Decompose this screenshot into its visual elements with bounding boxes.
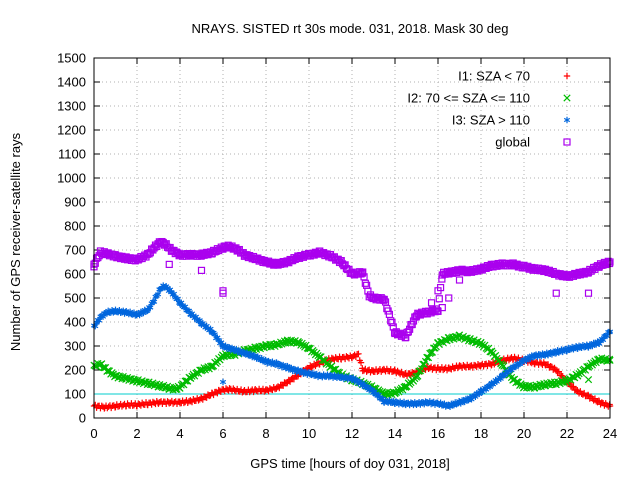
legend-label: global — [495, 135, 530, 150]
x-axis-label: GPS time [hours of doy 031, 2018] — [250, 456, 449, 471]
series-2 — [90, 282, 614, 411]
data-point — [604, 257, 612, 265]
outlier-point — [219, 378, 227, 386]
data-point — [570, 383, 577, 390]
data-point — [555, 368, 563, 375]
y-tick-label: 0 — [79, 411, 86, 426]
y-tick-label: 1500 — [57, 51, 86, 66]
data-point — [316, 353, 324, 361]
data-point — [428, 348, 437, 356]
legend-marker — [563, 138, 571, 146]
data-point — [182, 377, 191, 385]
data-point — [434, 307, 442, 315]
data-point — [547, 363, 554, 370]
outlier-point — [219, 289, 227, 297]
data-point — [154, 291, 162, 298]
y-tick-label: 1200 — [57, 123, 86, 138]
y-tick-label: 1400 — [57, 75, 86, 90]
x-tick-label: 4 — [176, 426, 183, 441]
y-tick-label: 300 — [64, 339, 86, 354]
data-point — [355, 350, 362, 357]
axis-ticks: 0100200300400500600700800900100011001200… — [57, 51, 617, 442]
data-point — [388, 318, 396, 327]
data-point — [559, 372, 566, 380]
outlier-point — [427, 299, 436, 307]
x-tick-label: 12 — [345, 426, 359, 441]
outlier-point — [455, 276, 464, 284]
legend-marker — [563, 116, 571, 124]
legend-label: I3: SZA > 110 — [452, 113, 530, 128]
data-point — [308, 364, 315, 371]
data-point — [151, 298, 158, 305]
x-tick-label: 22 — [560, 426, 574, 441]
outlier-point — [584, 289, 593, 297]
data-point — [558, 372, 565, 379]
legend-label: I2: 70 <= SZA <= 110 — [407, 91, 530, 106]
x-tick-label: 10 — [302, 426, 316, 441]
y-tick-label: 200 — [64, 363, 86, 378]
outlier-point — [445, 294, 453, 302]
legend-label: I1: SZA < 70 — [458, 69, 530, 84]
y-axis-label: Number of GPS receiver-satellite rays — [8, 132, 23, 351]
y-tick-label: 400 — [64, 315, 86, 330]
x-tick-label: 8 — [262, 426, 269, 441]
x-tick-label: 16 — [431, 426, 445, 441]
y-tick-label: 600 — [64, 267, 86, 282]
x-tick-label: 14 — [388, 426, 402, 441]
x-tick-label: 20 — [517, 426, 531, 441]
outlier-point — [552, 289, 560, 297]
x-tick-label: 24 — [603, 426, 617, 441]
y-tick-label: 1300 — [57, 99, 86, 114]
data-point — [418, 365, 426, 373]
y-tick-label: 900 — [64, 195, 86, 210]
outlier-point — [197, 266, 206, 274]
data-point — [568, 373, 576, 381]
data-point — [100, 364, 108, 372]
y-tick-label: 1000 — [57, 171, 86, 186]
y-tick-label: 100 — [64, 387, 86, 402]
outlier-points — [90, 260, 593, 386]
series-3 — [90, 237, 614, 342]
x-tick-label: 0 — [90, 426, 97, 441]
data-point — [381, 298, 390, 306]
x-tick-label: 2 — [133, 426, 140, 441]
data-point — [361, 279, 369, 287]
y-tick-label: 500 — [64, 291, 86, 306]
plot-frame — [93, 57, 611, 419]
chart-title: NRAYS. SISTED rt 30s mode. 031, 2018. Ma… — [192, 21, 509, 36]
y-tick-label: 1100 — [58, 147, 86, 162]
data-point — [424, 354, 433, 362]
legend-marker — [563, 94, 571, 102]
data-point — [359, 268, 367, 276]
outlier-point — [584, 375, 593, 384]
outlier-point — [438, 304, 446, 312]
data-point — [196, 366, 204, 374]
outlier-point — [165, 260, 173, 268]
legend-marker — [563, 72, 571, 80]
data-point — [500, 362, 508, 370]
outlier-point — [434, 287, 442, 295]
data-point — [435, 295, 443, 303]
data-point — [286, 378, 294, 385]
data-point — [290, 375, 298, 383]
legend: I1: SZA < 70 I2: 70 <= SZA <= 110 I3: SZA … — [407, 69, 571, 150]
y-tick-label: 800 — [64, 219, 86, 234]
data-point — [357, 359, 365, 366]
series-layer — [90, 237, 614, 412]
y-tick-label: 700 — [64, 243, 86, 258]
x-tick-label: 18 — [474, 426, 488, 441]
series-0 — [90, 350, 614, 412]
x-tick-label: 6 — [219, 426, 226, 441]
